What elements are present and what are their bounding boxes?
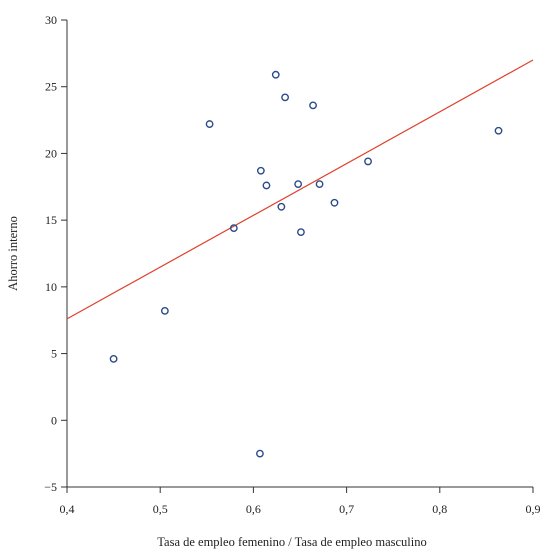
scatter-point [277,202,286,211]
scatter-point [309,101,317,110]
y-tick-label: −5 [44,480,57,494]
y-tick-label: 30 [45,13,57,27]
scatter-point [205,120,214,128]
scatter-point [281,93,289,102]
axes [66,20,533,488]
scatter-point [315,180,324,189]
x-tick-label: 0,5 [153,502,168,516]
x-tick-label: 0,6 [246,502,261,516]
x-axis-title: Tasa de empleo femenino / Tasa de empleo… [157,535,426,549]
y-axis-ticks: −5 0 5 10 15 20 25 30 [44,13,67,494]
scatter-point [256,449,264,458]
scatter-point [262,181,271,190]
y-tick-label: 15 [45,213,57,227]
scatter-point [109,355,118,363]
scatter-point [330,198,339,207]
x-tick-label: 0,7 [339,502,354,516]
scatter-point [271,70,280,79]
scatter-point [364,157,372,166]
x-tick-label: 0,8 [432,502,447,516]
scatter-point [229,224,238,233]
trend-line-group [66,59,534,320]
scatter-point [256,166,265,175]
y-tick-label: 20 [45,146,57,160]
x-tick-label: 0,9 [526,502,541,516]
x-axis-ticks: 0,4 0,5 0,6 0,7 0,8 0,9 [60,487,541,516]
y-tick-label: 25 [45,80,57,94]
scatter-point [494,126,503,135]
scatter-point [297,228,305,237]
scatter-point [160,306,169,315]
scatter-point [294,180,303,189]
y-tick-label: 0 [51,413,57,427]
x-tick-label: 0,4 [60,502,75,516]
y-tick-label: 5 [51,347,57,361]
trend-line [66,59,534,320]
data-points [109,70,503,458]
y-axis-title: Ahorro interno [6,216,20,291]
y-tick-label: 10 [45,280,57,294]
